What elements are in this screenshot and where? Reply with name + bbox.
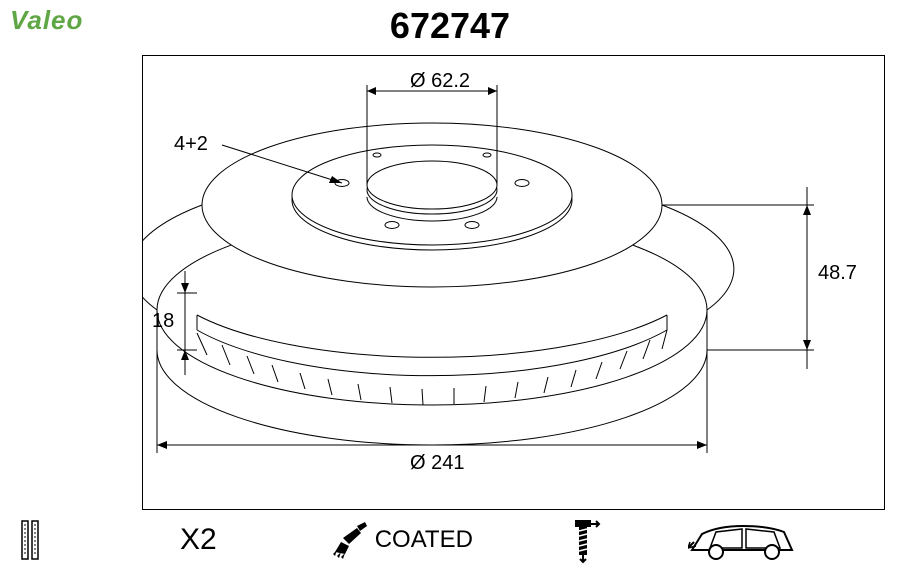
disc-stack-icon xyxy=(12,515,60,565)
dim-height: 48.7 xyxy=(818,262,857,285)
part-number: 672747 xyxy=(390,5,510,47)
coated-label: COATED xyxy=(375,526,473,554)
dim-outer-dia: Ø 241 xyxy=(410,452,464,475)
technical-drawing xyxy=(142,55,885,510)
brush-coated-icon xyxy=(327,520,371,560)
brand-logo: Valeo xyxy=(10,5,83,36)
dim-bore-dia: Ø 62.2 xyxy=(410,70,470,93)
dim-thickness: 18 xyxy=(152,310,174,333)
dim-bolts: 4+2 xyxy=(174,133,208,156)
car-front-icon xyxy=(688,518,798,562)
quantity-label: X2 xyxy=(180,523,217,557)
bolt-icon xyxy=(563,516,603,564)
page-root: Valeo 672747 xyxy=(0,0,900,570)
footer-icons: X2 COATED xyxy=(0,510,900,570)
